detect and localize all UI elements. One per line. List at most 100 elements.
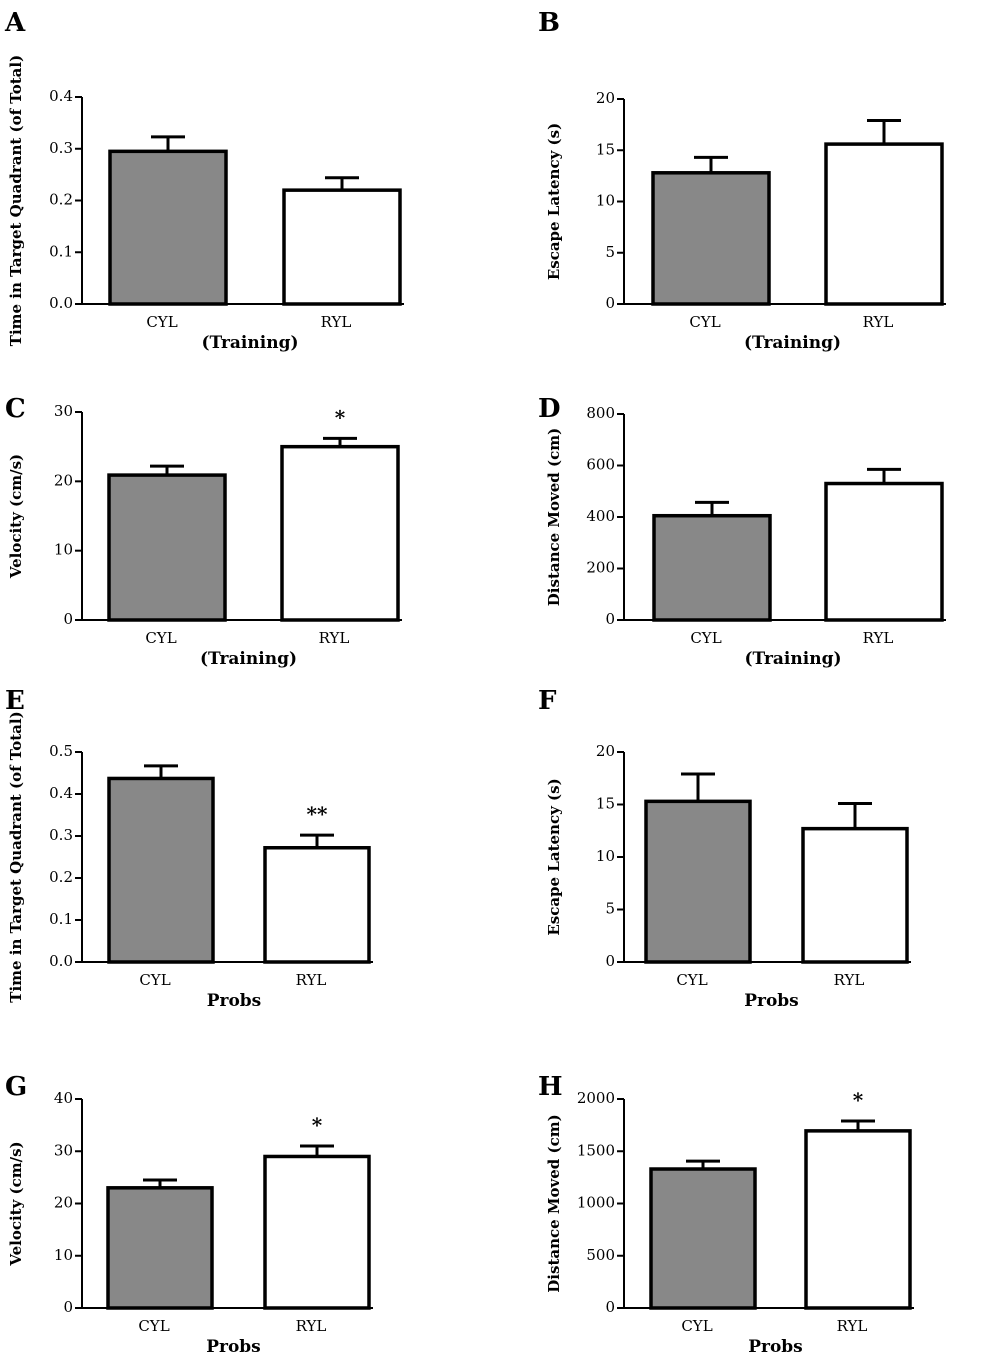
y-tick-label: 0 (63, 610, 73, 628)
y-tick-label: 20 (596, 742, 615, 760)
category-label: RYL (296, 971, 327, 989)
y-tick-label: 0.2 (49, 868, 73, 886)
panel-c: C 0 10 20 30 CYL * RYL (Training) Velocity (cm/s) (5, 394, 402, 669)
y-tick-label: 15 (596, 795, 615, 813)
panel-letter: E (5, 686, 25, 716)
y-tick-label: 0 (605, 610, 615, 628)
y-axis-label: Velocity (cm/s) (7, 454, 25, 579)
bar-ryl (280, 444, 400, 622)
y-tick-label: 0.4 (49, 784, 73, 802)
y-tick-label: 0.0 (49, 952, 73, 970)
y-tick-label: 20 (596, 89, 615, 107)
y-axis-label: Escape Latency (s) (545, 123, 563, 280)
bar-ryl (282, 188, 402, 306)
y-tick-label: 0.3 (49, 139, 73, 157)
bar-ryl (804, 1129, 912, 1310)
y-axis-label: Velocity (cm/s) (7, 1141, 25, 1266)
x-axis-label: Probs (744, 991, 799, 1011)
y-tick-label: 20 (54, 471, 73, 489)
y-tick-label: 10 (54, 1246, 73, 1264)
category-label: CYL (681, 1317, 712, 1335)
bar-cyl (107, 776, 215, 964)
panel-g: G 0 10 20 30 40 CYL * RYL Probs Velocity (cm/s) (5, 1072, 373, 1356)
bar-ryl (801, 826, 909, 964)
category-label: RYL (837, 1317, 868, 1335)
bar-cyl (651, 171, 771, 306)
bar-cyl (106, 1186, 214, 1310)
y-axis-label: Time in Target Quadrant (of Total) (7, 55, 25, 346)
category-label: CYL (690, 629, 721, 647)
bar-cyl (644, 799, 752, 964)
y-tick-label: 0.4 (49, 87, 73, 105)
y-tick-label: 0 (63, 1298, 73, 1316)
y-axis-label: Time in Target Quadrant (of Total) (7, 711, 25, 1002)
panel-d: D 0 200 400 600 800 CYL RYL (Training) Distance M… (538, 394, 946, 669)
y-tick-label: 1500 (577, 1141, 615, 1159)
x-axis-label: (Training) (202, 333, 299, 353)
category-label: CYL (139, 971, 170, 989)
significance-marker: * (335, 405, 346, 429)
panel-letter: B (538, 8, 560, 38)
y-axis-label: Distance Moved (cm) (545, 428, 563, 606)
y-tick-label: 800 (586, 404, 615, 422)
panel-letter: H (538, 1072, 563, 1102)
bar-ryl (263, 1154, 371, 1310)
bar-cyl (108, 149, 228, 306)
bar-cyl (649, 1167, 757, 1310)
y-tick-label: 20 (54, 1194, 73, 1212)
y-tick-label: 0.2 (49, 191, 73, 209)
category-label: RYL (834, 971, 865, 989)
y-tick-label: 5 (605, 243, 615, 261)
bar-ryl (263, 846, 371, 964)
panel-a: A 0.0 0.1 0.2 0.3 0.4 CYL RYL (Training) Time in … (4, 8, 404, 353)
bar-cyl (107, 473, 227, 622)
panel-letter: D (538, 394, 561, 424)
category-label: RYL (321, 313, 352, 331)
panel-f: F 0 5 10 15 20 CYL RYL Probs Escape Latency (s) (538, 686, 911, 1011)
y-axis-label: Escape Latency (s) (545, 778, 563, 935)
y-tick-label: 0 (605, 294, 615, 312)
category-label: RYL (863, 629, 894, 647)
category-label: RYL (319, 629, 350, 647)
x-axis-label: (Training) (200, 649, 297, 669)
panel-letter: F (538, 686, 557, 716)
bar-ryl (824, 481, 944, 622)
bar-cyl (652, 513, 772, 622)
y-tick-label: 30 (54, 1141, 73, 1159)
category-label: RYL (296, 1317, 327, 1335)
y-tick-label: 0.0 (49, 294, 73, 312)
y-tick-label: 0 (605, 1298, 615, 1316)
x-axis-label: Probs (207, 991, 262, 1011)
category-label: CYL (146, 313, 177, 331)
x-axis-label: Probs (206, 1337, 261, 1356)
y-tick-label: 500 (586, 1246, 615, 1264)
y-tick-label: 10 (596, 847, 615, 865)
category-label: CYL (676, 971, 707, 989)
category-label: RYL (863, 313, 894, 331)
panel-letter: C (5, 394, 26, 424)
y-tick-label: 0 (605, 952, 615, 970)
y-tick-label: 15 (596, 140, 615, 158)
y-tick-label: 200 (586, 559, 615, 577)
y-tick-label: 600 (586, 456, 615, 474)
panel-letter: G (5, 1072, 27, 1102)
y-axis-label: Distance Moved (cm) (545, 1114, 563, 1292)
category-label: CYL (689, 313, 720, 331)
y-tick-label: 40 (54, 1089, 73, 1107)
x-axis-label: Probs (748, 1337, 803, 1356)
y-tick-label: 0.1 (49, 242, 73, 260)
y-tick-label: 2000 (577, 1089, 615, 1107)
significance-marker: * (853, 1088, 864, 1112)
significance-marker: * (312, 1113, 323, 1137)
x-axis-label: (Training) (745, 649, 842, 669)
y-tick-label: 10 (596, 192, 615, 210)
y-tick-label: 30 (54, 402, 73, 420)
y-tick-label: 5 (605, 900, 615, 918)
y-tick-label: 0.1 (49, 910, 73, 928)
bar-ryl (824, 142, 944, 306)
y-tick-label: 400 (586, 507, 615, 525)
x-axis-label: (Training) (744, 333, 841, 353)
category-label: CYL (145, 629, 176, 647)
y-tick-label: 1000 (577, 1194, 615, 1212)
